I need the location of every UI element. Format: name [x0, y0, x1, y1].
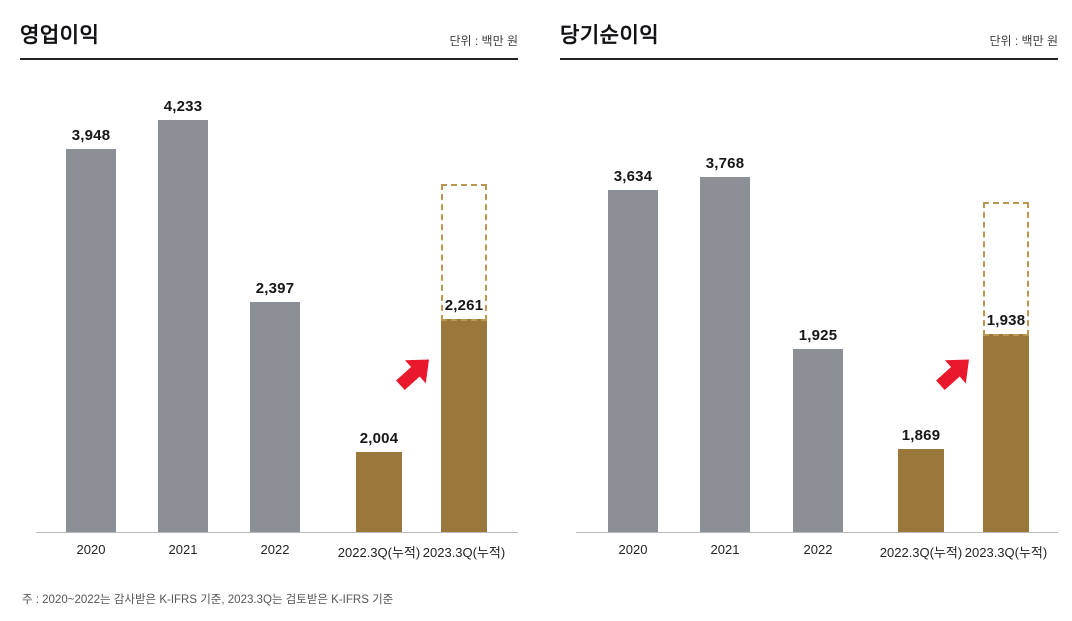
- bar-value-label: 2,004: [359, 430, 399, 447]
- projection-dashed-box: [441, 184, 487, 321]
- chart-title: 영업이익: [20, 24, 100, 47]
- bar-value-label: 3,948: [71, 127, 111, 144]
- unit-label: 단위 : 백만 원: [989, 34, 1058, 48]
- bar: [66, 149, 116, 532]
- bar-value-label: 2,397: [255, 280, 295, 297]
- bar-value-label: 4,233: [163, 98, 203, 115]
- x-axis-label: 2022.3Q(누적): [879, 545, 963, 560]
- x-axis-label: 2022: [260, 542, 290, 557]
- panel-header: 영업이익 단위 : 백만 원: [20, 14, 518, 60]
- bar-value-label: 2,261: [444, 297, 484, 314]
- footnote: 주 : 2020~2022는 감사받은 K-IFRS 기준, 2023.3Q는 …: [22, 594, 394, 606]
- chart-panel-net-income: 당기순이익 단위 : 백만 원 3,634 2020 3,768 2021 1,925 2…: [560, 14, 1058, 560]
- x-axis-label: 2021: [710, 542, 740, 557]
- unit-label: 단위 : 백만 원: [449, 34, 518, 48]
- x-axis-label: 2023.3Q(누적): [964, 545, 1048, 560]
- panel-header: 당기순이익 단위 : 백만 원: [560, 14, 1058, 60]
- bar-value-label: 1,938: [986, 312, 1026, 329]
- chart-area: 3,634 2020 3,768 2021 1,925 2022 1,869 2022.3Q(…: [560, 60, 1058, 560]
- projection-dashed-box: [983, 202, 1029, 336]
- growth-arrow-icon: [923, 342, 985, 404]
- x-axis-baseline: [36, 532, 518, 533]
- x-axis-label: 2020: [618, 542, 648, 557]
- bar-value-label: 1,925: [798, 327, 838, 344]
- bar: [250, 302, 300, 532]
- bar: [441, 319, 487, 532]
- bar: [158, 120, 208, 532]
- bar-value-label: 3,634: [613, 168, 653, 185]
- bar: [898, 449, 944, 532]
- x-axis-label: 2022: [803, 542, 833, 557]
- x-axis-label: 2022.3Q(누적): [337, 545, 421, 560]
- x-axis-label: 2020: [76, 542, 106, 557]
- bar: [700, 177, 750, 532]
- x-axis-baseline: [576, 532, 1058, 533]
- bar-value-label: 1,869: [901, 427, 941, 444]
- x-axis-label: 2023.3Q(누적): [422, 545, 506, 560]
- bar: [608, 190, 658, 532]
- x-axis-label: 2021: [168, 542, 198, 557]
- growth-arrow-icon: [383, 342, 445, 404]
- bar: [356, 452, 402, 532]
- bar: [793, 349, 843, 532]
- bar-value-label: 3,768: [705, 155, 745, 172]
- bar: [983, 334, 1029, 532]
- chart-panel-operating-profit: 영업이익 단위 : 백만 원 3,948 2020 4,233 2021 2,397 20…: [20, 14, 518, 560]
- chart-title: 당기순이익: [560, 24, 660, 47]
- chart-area: 3,948 2020 4,233 2021 2,397 2022 2,004 2022.3Q(…: [20, 60, 518, 560]
